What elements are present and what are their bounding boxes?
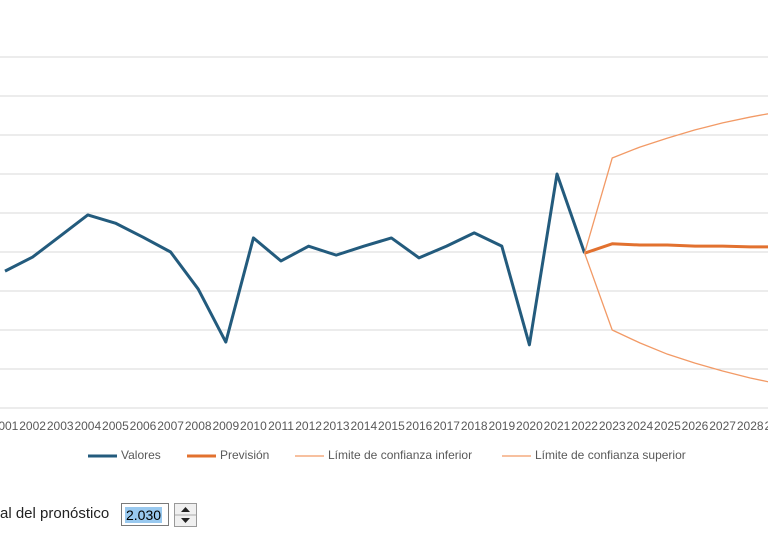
x-tick-label: 2017: [433, 419, 460, 433]
x-tick-label: 2016: [406, 419, 433, 433]
series-line: [583, 113, 768, 254]
x-tick-label: 2014: [350, 419, 377, 433]
x-tick-label: 2009: [212, 419, 239, 433]
x-tick-label: 2027: [709, 419, 736, 433]
x-tick-label: 2020: [516, 419, 543, 433]
field-label: al del pronóstico: [0, 505, 110, 522]
input-value: 2.030: [125, 507, 163, 523]
x-tick-label: 2023: [599, 419, 626, 433]
x-tick-label: 2004: [74, 419, 101, 433]
legend-label: Límite de confianza inferior: [328, 448, 472, 462]
x-tick-label: 2015: [378, 419, 405, 433]
series-line: [583, 252, 768, 383]
x-tick-label: 2018: [461, 419, 488, 433]
x-tick-label: 2028: [737, 419, 764, 433]
x-tick-label: 2021: [544, 419, 571, 433]
x-tick-label: 2025: [654, 419, 681, 433]
x-tick-label: 2002: [19, 419, 46, 433]
legend-label: Previsión: [220, 448, 269, 462]
x-tick-label: 2011: [268, 419, 294, 433]
spinner[interactable]: [174, 503, 197, 527]
series-line: [4, 172, 587, 347]
series-line: [584, 242, 768, 255]
x-tick-label: 2005: [102, 419, 129, 433]
forecast-end-input[interactable]: 2.030: [121, 503, 169, 526]
legend-label: Límite de confianza superior: [535, 448, 686, 462]
x-tick-label: 2024: [626, 419, 653, 433]
legend-label: Valores: [121, 448, 161, 462]
chart: 2001200220032004200520062007200820092010…: [0, 56, 768, 462]
x-tick-label: 2001: [0, 419, 19, 433]
x-tick-label: 2012: [295, 419, 322, 433]
x-tick-label: 2010: [240, 419, 267, 433]
spinner-arrows: [175, 507, 196, 523]
x-tick-label: 2007: [157, 419, 184, 433]
x-tick-label: 2026: [682, 419, 709, 433]
x-tick-label: 2022: [571, 419, 598, 433]
x-tick-label: 2019: [488, 419, 515, 433]
x-tick-label: 2013: [323, 419, 350, 433]
x-tick-label: 2029: [764, 419, 768, 433]
x-tick-label: 2006: [130, 419, 157, 433]
x-tick-label: 2003: [47, 419, 74, 433]
x-tick-label: 2008: [185, 419, 212, 433]
